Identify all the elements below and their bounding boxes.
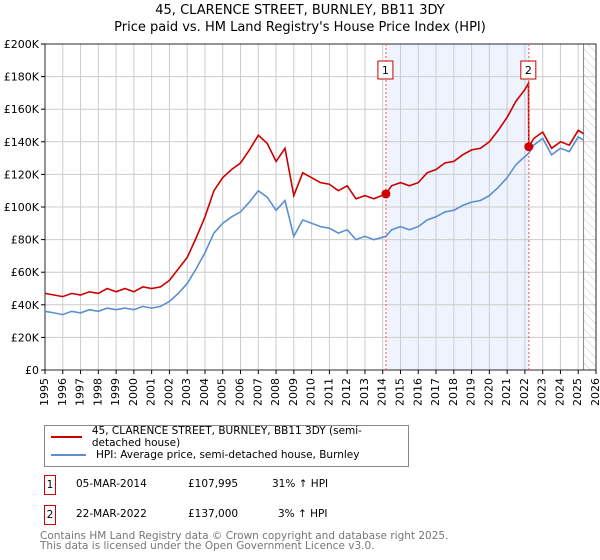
y-tick-label: £160K <box>4 103 40 116</box>
x-tick-label: 2024 <box>553 378 566 406</box>
x-tick-label: 2018 <box>447 378 460 406</box>
y-tick-label: £100K <box>4 201 40 214</box>
sale-point <box>524 142 534 152</box>
x-tick-label: 1996 <box>56 378 69 406</box>
y-tick-label: £140K <box>4 136 40 149</box>
legend: 45, CLARENCE STREET, BURNLEY, BB11 3DY (… <box>44 425 409 467</box>
property-price-line <box>44 80 585 298</box>
x-tick-label: 2001 <box>145 378 158 406</box>
annotation-label: 1 <box>382 64 389 77</box>
x-tick-label: 2009 <box>287 378 300 406</box>
transaction-marker: 1 <box>44 475 56 495</box>
y-tick-label: £80K <box>11 234 40 247</box>
legend-item-hpi: HPI: Average price, semi-detached house,… <box>45 447 359 463</box>
legend-swatch-hpi <box>51 454 86 456</box>
x-tick-label: 2020 <box>482 378 495 406</box>
x-tick-label: 2011 <box>322 378 335 406</box>
transaction-price: £107,995 <box>188 478 239 490</box>
x-tick-label: 2017 <box>429 378 442 406</box>
annotation-box <box>377 60 394 80</box>
footer: Contains HM Land Registry data © Crown c… <box>40 530 449 552</box>
x-tick-label: 2002 <box>162 378 175 406</box>
x-tick-label: 1999 <box>109 378 122 406</box>
x-tick-label: 2013 <box>358 378 371 406</box>
transaction-price: £137,000 <box>188 508 239 520</box>
chart-title: 45, CLARENCE STREET, BURNLEY, BB11 3DY <box>155 3 445 18</box>
x-tick-label: 2004 <box>198 378 211 406</box>
price-chart: 1995 1996 1997 1998 1999 2000 2001 2002 2003 2004… <box>4 38 600 406</box>
x-tick-label: 2022 <box>518 378 531 406</box>
y-tick-label: £200K <box>4 38 40 51</box>
legend-label-property: 45, CLARENCE STREET, BURNLEY, BB11 3DY (… <box>91 425 362 449</box>
x-tick-label: 2021 <box>500 378 513 406</box>
x-tick-label: 2000 <box>127 378 140 406</box>
x-tick-label: 2005 <box>216 378 229 406</box>
y-tick-label: £20K <box>11 331 40 344</box>
transaction-marker: 2 <box>44 505 56 525</box>
hpi-line <box>44 135 585 316</box>
x-tick-label: 1998 <box>91 378 104 406</box>
transaction-hpi: 3% ↑ HPI <box>278 508 328 520</box>
transaction-date: 05-MAR-2014 <box>76 478 147 490</box>
transaction-hpi: 31% ↑ HPI <box>272 478 329 490</box>
annotation-box <box>520 60 537 80</box>
legend-item-property: 45, CLARENCE STREET, BURNLEY, BB11 3DY (… <box>45 425 408 449</box>
x-tick-label: 2006 <box>234 378 247 406</box>
sale-point <box>381 189 391 199</box>
y-tick-label: £0 <box>25 364 39 377</box>
footer-line-2: This data is licensed under the Open Gov… <box>40 540 375 552</box>
x-tick-label: 1997 <box>74 378 87 406</box>
x-tick-label: 1995 <box>38 378 51 406</box>
x-tick-label: 2026 <box>589 378 600 406</box>
y-tick-label: £60K <box>11 266 40 279</box>
annotation-label: 2 <box>525 64 532 77</box>
x-tick-label: 2023 <box>536 378 549 406</box>
plot-frame <box>44 43 597 371</box>
y-tick-label: £40K <box>11 299 40 312</box>
legend-label-hpi: HPI: Average price, semi-detached house,… <box>96 449 360 461</box>
x-tick-label: 2010 <box>305 378 318 406</box>
x-tick-label: 2016 <box>411 378 424 406</box>
x-tick-label: 2008 <box>269 378 282 406</box>
x-tick-label: 2015 <box>393 378 406 406</box>
chart-subtitle: Price paid vs. HM Land Registry's House … <box>114 20 486 35</box>
y-tick-label: £180K <box>4 71 40 84</box>
x-tick-label: 2007 <box>251 378 264 406</box>
x-tick-label: 2019 <box>465 378 478 406</box>
x-tick-label: 2003 <box>180 378 193 406</box>
x-tick-label: 2025 <box>571 378 584 406</box>
y-tick-label: £120K <box>4 168 40 181</box>
x-tick-label: 2012 <box>340 378 353 406</box>
footer-line-1: Contains HM Land Registry data © Crown c… <box>40 530 449 542</box>
x-tick-label: 2014 <box>376 378 389 406</box>
transaction-date: 22-MAR-2022 <box>76 508 147 520</box>
legend-swatch-property <box>51 436 82 438</box>
